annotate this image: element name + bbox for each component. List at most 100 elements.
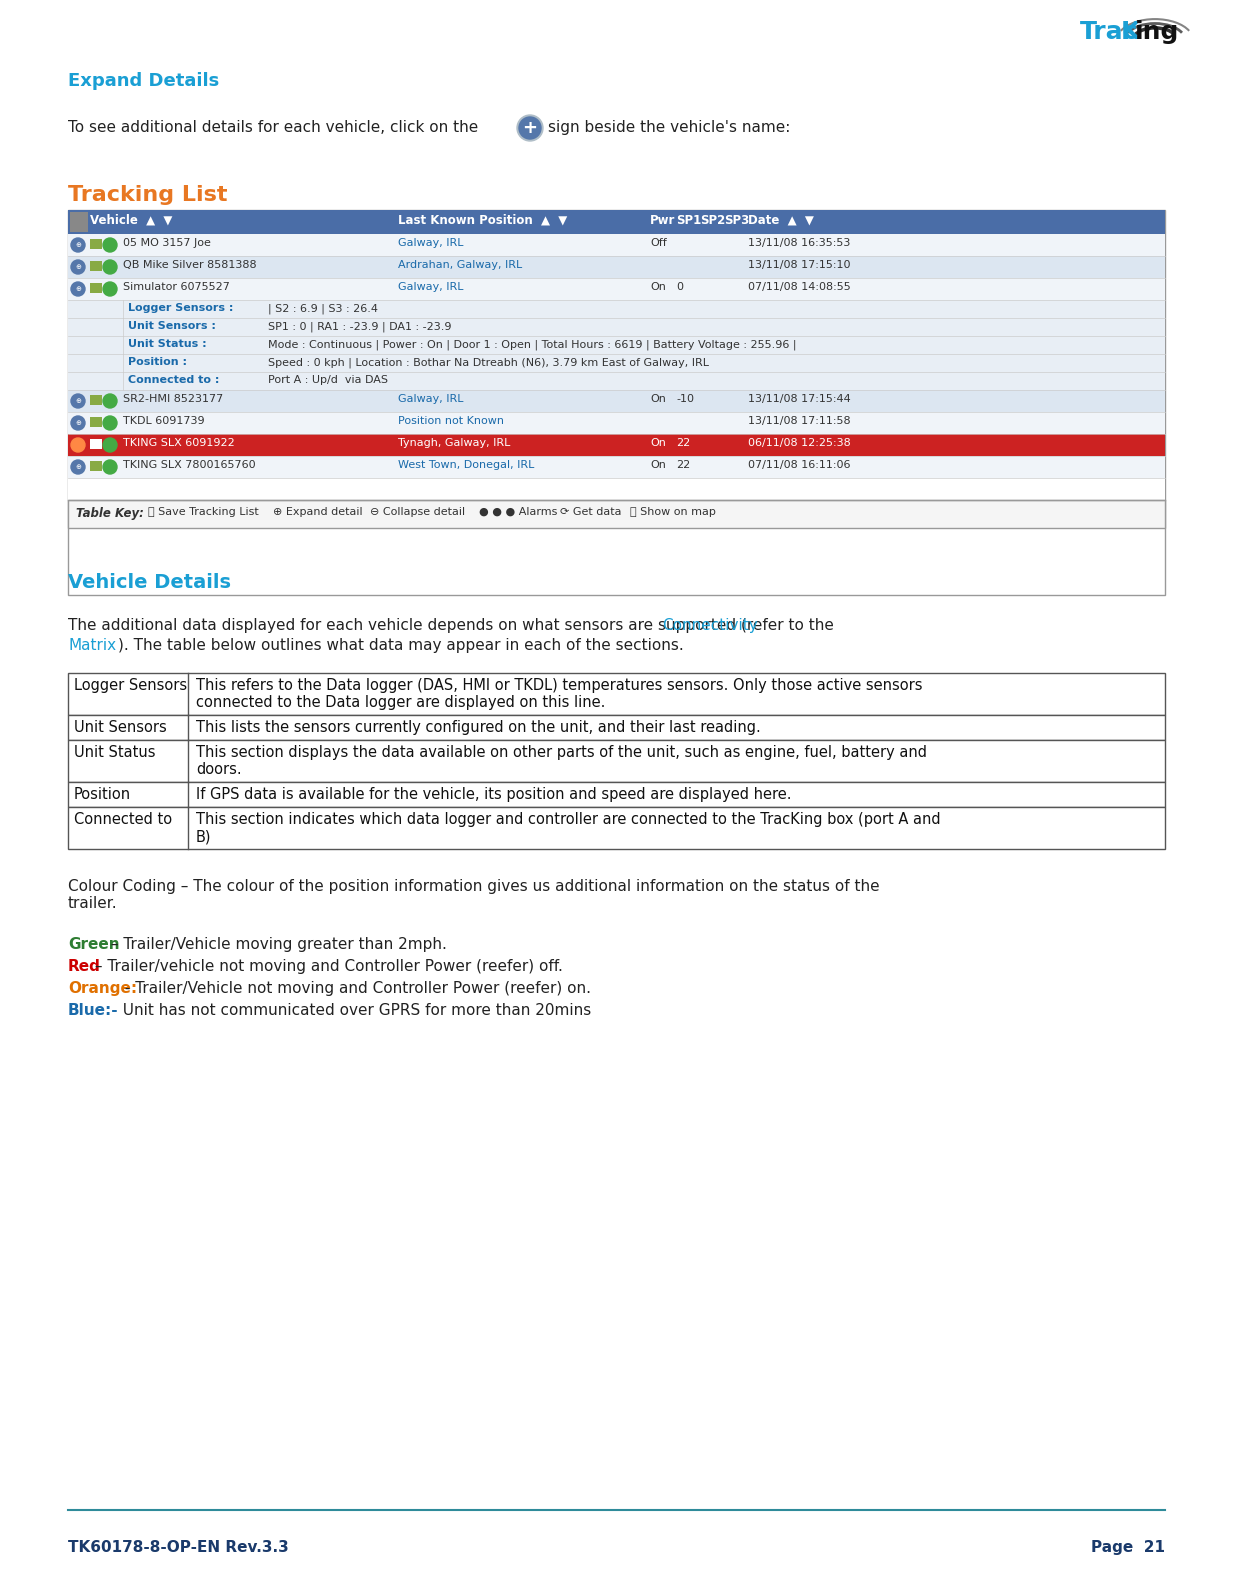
Text: On: On xyxy=(649,460,666,469)
Bar xyxy=(68,299,1165,318)
Circle shape xyxy=(71,238,85,252)
Bar xyxy=(68,673,1165,715)
Text: Mode : Continuous | Power : On | Door 1 : Open | Total Hours : 6619 | Battery Vo: Mode : Continuous | Power : On | Door 1 … xyxy=(268,339,797,350)
Text: 07/11/08 16:11:06: 07/11/08 16:11:06 xyxy=(748,460,851,469)
Circle shape xyxy=(71,460,85,474)
Text: – Trailer/Vehicle moving greater than 2mph.: – Trailer/Vehicle moving greater than 2m… xyxy=(105,937,447,951)
Text: ⊕: ⊕ xyxy=(75,287,80,291)
Text: Colour Coding – The colour of the position information gives us additional infor: Colour Coding – The colour of the positi… xyxy=(68,879,880,912)
Text: 🌐 Show on map: 🌐 Show on map xyxy=(630,507,716,517)
Text: Green: Green xyxy=(68,937,120,951)
Text: TKING SLX 6091922: TKING SLX 6091922 xyxy=(122,438,235,447)
Circle shape xyxy=(103,282,118,296)
Text: Unit Sensors: Unit Sensors xyxy=(74,720,167,736)
Text: sign beside the vehicle's name:: sign beside the vehicle's name: xyxy=(548,120,790,135)
Text: Blue:-: Blue:- xyxy=(68,1003,119,1017)
Text: If GPS data is available for the vehicle, its position and speed are displayed h: If GPS data is available for the vehicle… xyxy=(195,788,792,802)
Text: Unit Sensors :: Unit Sensors : xyxy=(127,321,216,331)
Text: ⊕: ⊕ xyxy=(75,265,80,269)
Bar xyxy=(68,715,1165,740)
Text: K: K xyxy=(1121,20,1141,44)
Bar xyxy=(68,413,1165,435)
Bar xyxy=(68,235,1165,257)
Text: QB Mike Silver 8581388: QB Mike Silver 8581388 xyxy=(122,260,256,269)
Text: Table Key:: Table Key: xyxy=(75,507,143,520)
Text: SP3: SP3 xyxy=(724,214,750,227)
Text: | S2 : 6.9 | S3 : 26.4: | S2 : 6.9 | S3 : 26.4 xyxy=(268,302,379,313)
Circle shape xyxy=(103,416,118,430)
Text: 22: 22 xyxy=(675,438,690,447)
Text: Unit has not communicated over GPRS for more than 20mins: Unit has not communicated over GPRS for … xyxy=(113,1003,591,1017)
Bar xyxy=(68,209,1165,595)
Text: Tynagh, Galway, IRL: Tynagh, Galway, IRL xyxy=(398,438,511,447)
Circle shape xyxy=(103,460,118,474)
Bar xyxy=(68,335,1165,354)
Bar xyxy=(68,279,1165,299)
Text: 0: 0 xyxy=(675,282,683,291)
Bar xyxy=(68,457,1165,477)
Text: This refers to the Data logger (DAS, HMI or TKDL) temperatures sensors. Only tho: This refers to the Data logger (DAS, HMI… xyxy=(195,677,923,710)
Text: Tracking List: Tracking List xyxy=(68,184,228,205)
Text: ⊕ Expand detail: ⊕ Expand detail xyxy=(273,507,362,517)
Circle shape xyxy=(520,117,541,139)
Text: Galway, IRL: Galway, IRL xyxy=(398,238,464,247)
Text: +: + xyxy=(522,120,538,137)
Text: Vehicle  ▲  ▼: Vehicle ▲ ▼ xyxy=(90,214,172,227)
Bar xyxy=(68,499,1165,528)
Bar xyxy=(68,391,1165,413)
Text: - Trailer/Vehicle not moving and Controller Power (reefer) on.: - Trailer/Vehicle not moving and Control… xyxy=(120,981,591,995)
Text: SP1 : 0 | RA1 : -23.9 | DA1 : -23.9: SP1 : 0 | RA1 : -23.9 | DA1 : -23.9 xyxy=(268,321,452,331)
Bar xyxy=(68,354,1165,372)
Text: Red: Red xyxy=(68,959,101,973)
Circle shape xyxy=(103,260,118,274)
Text: -10: -10 xyxy=(675,394,694,405)
Text: 22: 22 xyxy=(675,460,690,469)
Text: 13/11/08 17:15:44: 13/11/08 17:15:44 xyxy=(748,394,851,405)
Text: ing: ing xyxy=(1136,20,1179,44)
Bar xyxy=(68,477,1165,499)
Text: – Trailer/vehicle not moving and Controller Power (reefer) off.: – Trailer/vehicle not moving and Control… xyxy=(90,959,563,973)
Bar xyxy=(90,395,101,405)
Text: This section indicates which data logger and controller are connected to the Tra: This section indicates which data logger… xyxy=(195,813,940,844)
Text: Orange:: Orange: xyxy=(68,981,137,995)
Text: 13/11/08 16:35:53: 13/11/08 16:35:53 xyxy=(748,238,850,247)
Text: Galway, IRL: Galway, IRL xyxy=(398,282,464,291)
Circle shape xyxy=(71,438,85,452)
Text: ⊕: ⊕ xyxy=(75,465,80,469)
Text: Connected to: Connected to xyxy=(74,813,172,827)
Text: Simulator 6075527: Simulator 6075527 xyxy=(122,282,230,291)
Text: Position: Position xyxy=(74,788,131,802)
Circle shape xyxy=(103,394,118,408)
Bar xyxy=(90,439,101,449)
Text: ⊖ Collapse detail: ⊖ Collapse detail xyxy=(371,507,465,517)
Text: Speed : 0 kph | Location : Bothar Na Dtreabh (N6), 3.79 km East of Galway, IRL: Speed : 0 kph | Location : Bothar Na Dtr… xyxy=(268,358,709,367)
Text: TK60178-8-OP-EN Rev.3.3: TK60178-8-OP-EN Rev.3.3 xyxy=(68,1540,288,1555)
Bar xyxy=(90,284,101,293)
Text: Galway, IRL: Galway, IRL xyxy=(398,394,464,405)
Bar xyxy=(68,806,1165,849)
Bar xyxy=(68,318,1165,335)
Text: This section displays the data available on other parts of the unit, such as eng: This section displays the data available… xyxy=(195,745,927,778)
Text: Position :: Position : xyxy=(127,358,187,367)
Text: Matrix: Matrix xyxy=(68,638,116,654)
Text: Ardrahan, Galway, IRL: Ardrahan, Galway, IRL xyxy=(398,260,522,269)
Text: 05 MO 3157 Joe: 05 MO 3157 Joe xyxy=(122,238,210,247)
Text: 13/11/08 17:15:10: 13/11/08 17:15:10 xyxy=(748,260,851,269)
Text: Off: Off xyxy=(649,238,667,247)
Text: The additional data displayed for each vehicle depends on what sensors are suppo: The additional data displayed for each v… xyxy=(68,617,839,633)
Bar xyxy=(68,783,1165,806)
Text: Unit Status :: Unit Status : xyxy=(127,339,207,350)
Text: SP1: SP1 xyxy=(675,214,701,227)
Bar xyxy=(68,372,1165,391)
Circle shape xyxy=(103,238,118,252)
Text: ⟳ Get data: ⟳ Get data xyxy=(560,507,621,517)
Text: Expand Details: Expand Details xyxy=(68,72,219,90)
Bar xyxy=(90,461,101,471)
Circle shape xyxy=(71,394,85,408)
Text: SR2-HMI 8523177: SR2-HMI 8523177 xyxy=(122,394,223,405)
Bar xyxy=(68,257,1165,279)
Text: Date  ▲  ▼: Date ▲ ▼ xyxy=(748,214,814,227)
Circle shape xyxy=(103,438,118,452)
Text: SP2: SP2 xyxy=(700,214,725,227)
Text: Trac: Trac xyxy=(1080,20,1138,44)
